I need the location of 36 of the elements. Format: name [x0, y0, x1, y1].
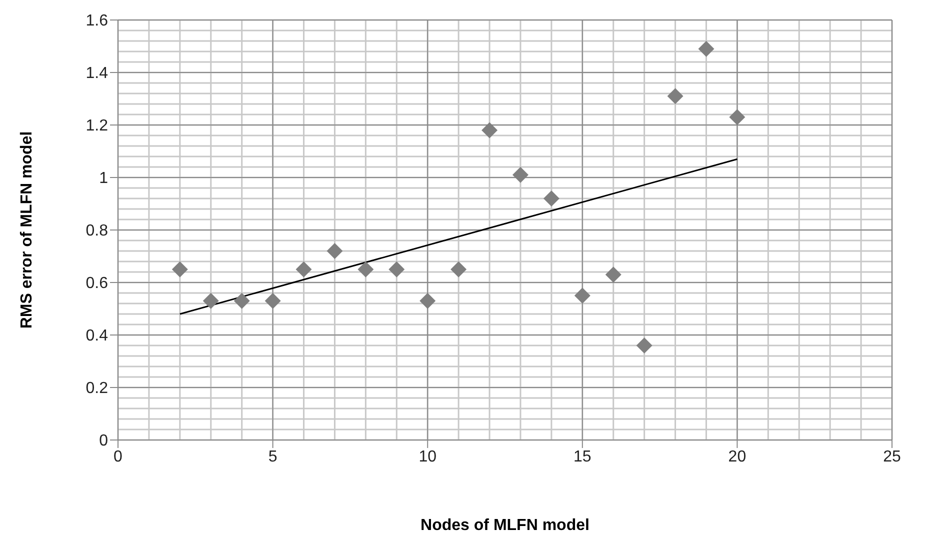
point: [512, 166, 528, 183]
y-tick-label: 1: [99, 170, 108, 188]
point: [264, 292, 281, 309]
x-tick-label: 5: [268, 448, 278, 466]
point: [543, 190, 560, 206]
y-tick-label: 0.6: [86, 275, 108, 292]
point: [729, 109, 746, 126]
point: [358, 261, 374, 278]
point: [605, 266, 622, 283]
point: [388, 261, 405, 278]
point: [202, 292, 219, 309]
x-axis-title: Nodes of MLFN model: [420, 517, 590, 534]
y-tick-label: 0: [99, 432, 108, 450]
y-axis-title: RMS error of MLFN model: [18, 131, 36, 329]
point: [574, 288, 590, 304]
y-tick-label: 0.2: [86, 380, 108, 398]
point: [636, 338, 652, 354]
x-tick-label: 20: [728, 448, 746, 466]
y-tick-label: 0.8: [86, 222, 108, 240]
point: [698, 40, 714, 57]
point: [420, 292, 436, 309]
y-tick-label: 1.2: [86, 118, 108, 135]
point: [172, 261, 188, 278]
x-tick-label: 0: [114, 448, 123, 466]
point: [296, 261, 312, 278]
y-tick-label: 1.4: [86, 65, 108, 82]
x-tick-label: 10: [418, 448, 437, 466]
point: [450, 261, 467, 278]
x-tick-label: 15: [574, 448, 592, 466]
point: [326, 243, 343, 259]
point: [234, 292, 250, 309]
y-tick-label: 1.6: [86, 12, 108, 30]
x-tick-label: 25: [883, 448, 901, 466]
point: [667, 88, 684, 104]
y-tick-label: 0.4: [86, 328, 108, 345]
point: [482, 122, 498, 138]
